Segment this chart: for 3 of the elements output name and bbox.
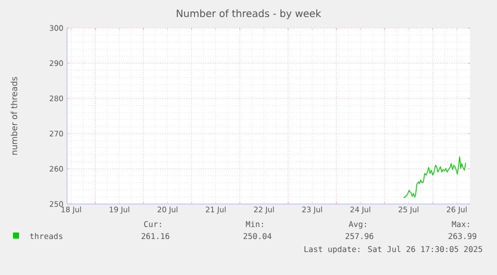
y-axis-title: number of threads — [10, 77, 18, 155]
line-series — [403, 156, 466, 198]
chart-title: Number of threads - by week — [176, 9, 322, 20]
